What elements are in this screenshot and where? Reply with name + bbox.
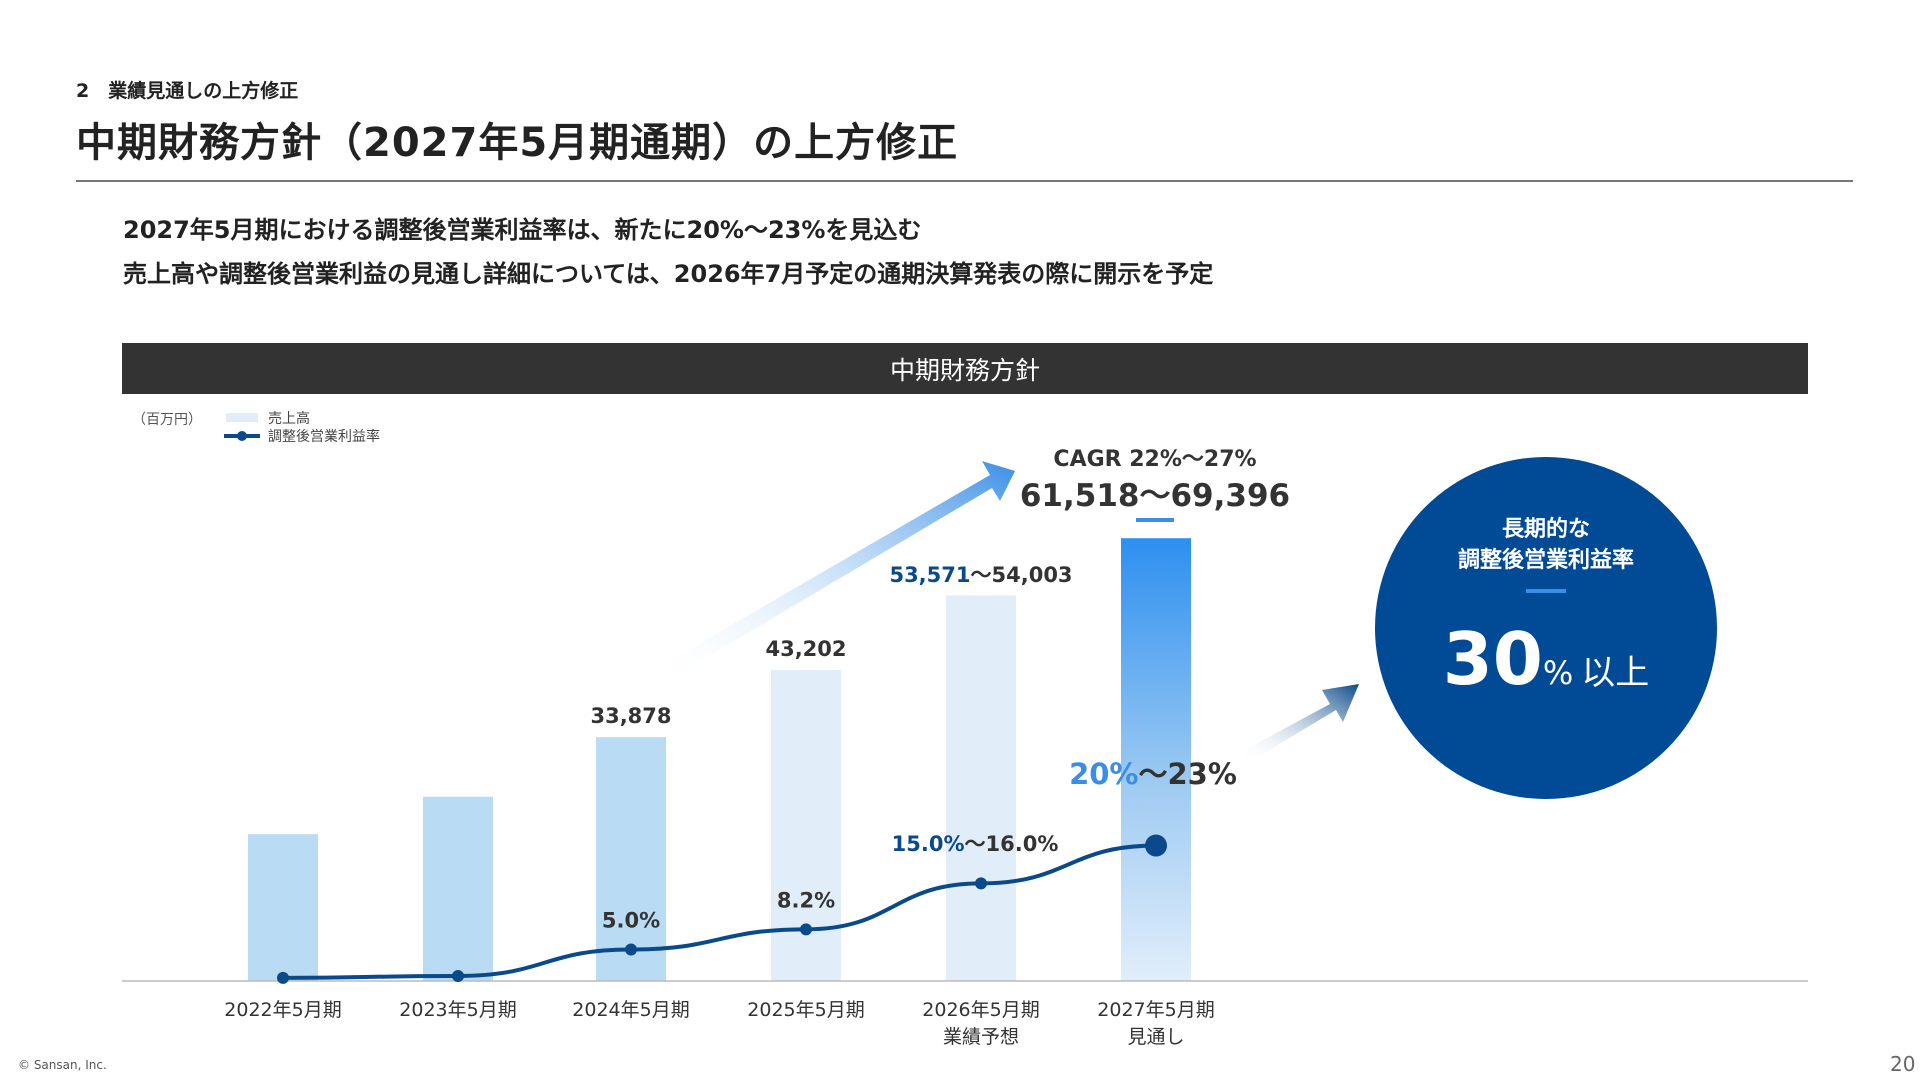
section-label: 2 業績見通しの上方修正 (76, 80, 299, 102)
x-tick-label-0-0: 2022年5月期 (224, 999, 341, 1021)
page-number: 20 (1890, 1052, 1916, 1076)
legend-revenue: 売上高 (268, 410, 310, 427)
summary-line-2: 売上高や調整後営業利益の見通し詳細については、2026年7月予定の通期決算発表の… (123, 260, 1214, 288)
x-tick-label-5-0: 2027年5月期 (1097, 999, 1214, 1021)
margin-2027-high: 〜23% (1139, 757, 1237, 791)
legend-margin: 調整後営業利益率 (268, 428, 380, 445)
copyright: © Sansan, Inc. (18, 1058, 107, 1072)
margin-line (282, 843, 1157, 980)
margin-2027-low: 20% (1069, 757, 1138, 791)
margin-point-1 (452, 969, 464, 982)
margin-point-3 (800, 923, 812, 936)
bar-label-2027: 61,518〜69,396 (1020, 478, 1290, 514)
x-tick-label-5-1: 見通し (1127, 1026, 1184, 1048)
revenue-bar-5 (1121, 538, 1191, 981)
margin-arrow (1243, 684, 1359, 762)
circle-line-1: 長期的な (1502, 516, 1590, 542)
legend-bar-swatch (226, 413, 258, 422)
bar-label-2026: 53,571〜54,003 (889, 563, 1072, 587)
bar-label-3: 43,202 (765, 637, 846, 661)
revenue-bar-4 (946, 595, 1016, 981)
margin-2026-low: 15.0% (892, 832, 965, 856)
line-label-3: 8.2% (777, 888, 835, 912)
banner-title: 中期財務方針 (889, 355, 1040, 385)
page-title: 中期財務方針（2027年5月期通期）の上方修正 (76, 120, 959, 166)
x-tick-label-4-0: 2026年5月期 (922, 999, 1039, 1021)
margin-point-2 (625, 943, 637, 956)
cagr-label: CAGR 22%〜27% (1053, 447, 1256, 472)
revenue-bar-1 (423, 796, 493, 981)
x-tick-label-4-1: 業績予想 (943, 1026, 1019, 1048)
circle-suffix: 以上 (1581, 653, 1649, 693)
margin-point-5 (1145, 834, 1167, 857)
margin-2026-high: 〜16.0% (965, 832, 1059, 856)
legend-line-marker (237, 431, 247, 441)
line-label-2026: 15.0%〜16.0% (892, 832, 1059, 856)
revenue-bar-2 (596, 737, 666, 981)
accent-dash (1136, 518, 1174, 522)
rev-2026-low: 53,571 (889, 563, 970, 587)
bar-label-2: 33,878 (590, 704, 671, 728)
x-tick-label-2-0: 2024年5月期 (572, 999, 689, 1021)
margin-point-4 (975, 877, 987, 890)
x-tick-label-3-0: 2025年5月期 (747, 999, 864, 1021)
margin-point-0 (277, 971, 289, 984)
long-term-target-circle (1375, 457, 1717, 799)
summary-line-1: 2027年5月期における調整後営業利益率は、新たに20%〜23%を見込む (123, 216, 922, 244)
circle-value: 30% 以上 (1443, 617, 1650, 701)
revenue-bar-0 (248, 834, 318, 981)
rev-2026-high: 〜54,003 (971, 563, 1073, 587)
line-label-2: 5.0% (602, 909, 660, 933)
unit-label: （百万円） (132, 412, 202, 428)
circle-unit: % (1543, 654, 1573, 692)
title-divider (76, 180, 1853, 182)
growth-arrow (652, 461, 1015, 685)
section-banner: 中期財務方針 (122, 343, 1808, 394)
line-label-2027: 20%〜23% (1069, 757, 1237, 791)
x-tick-label-1-0: 2023年5月期 (399, 999, 516, 1021)
circle-line-2: 調整後営業利益率 (1458, 547, 1634, 573)
circle-number: 30 (1443, 617, 1543, 701)
circle-dash (1526, 589, 1566, 593)
